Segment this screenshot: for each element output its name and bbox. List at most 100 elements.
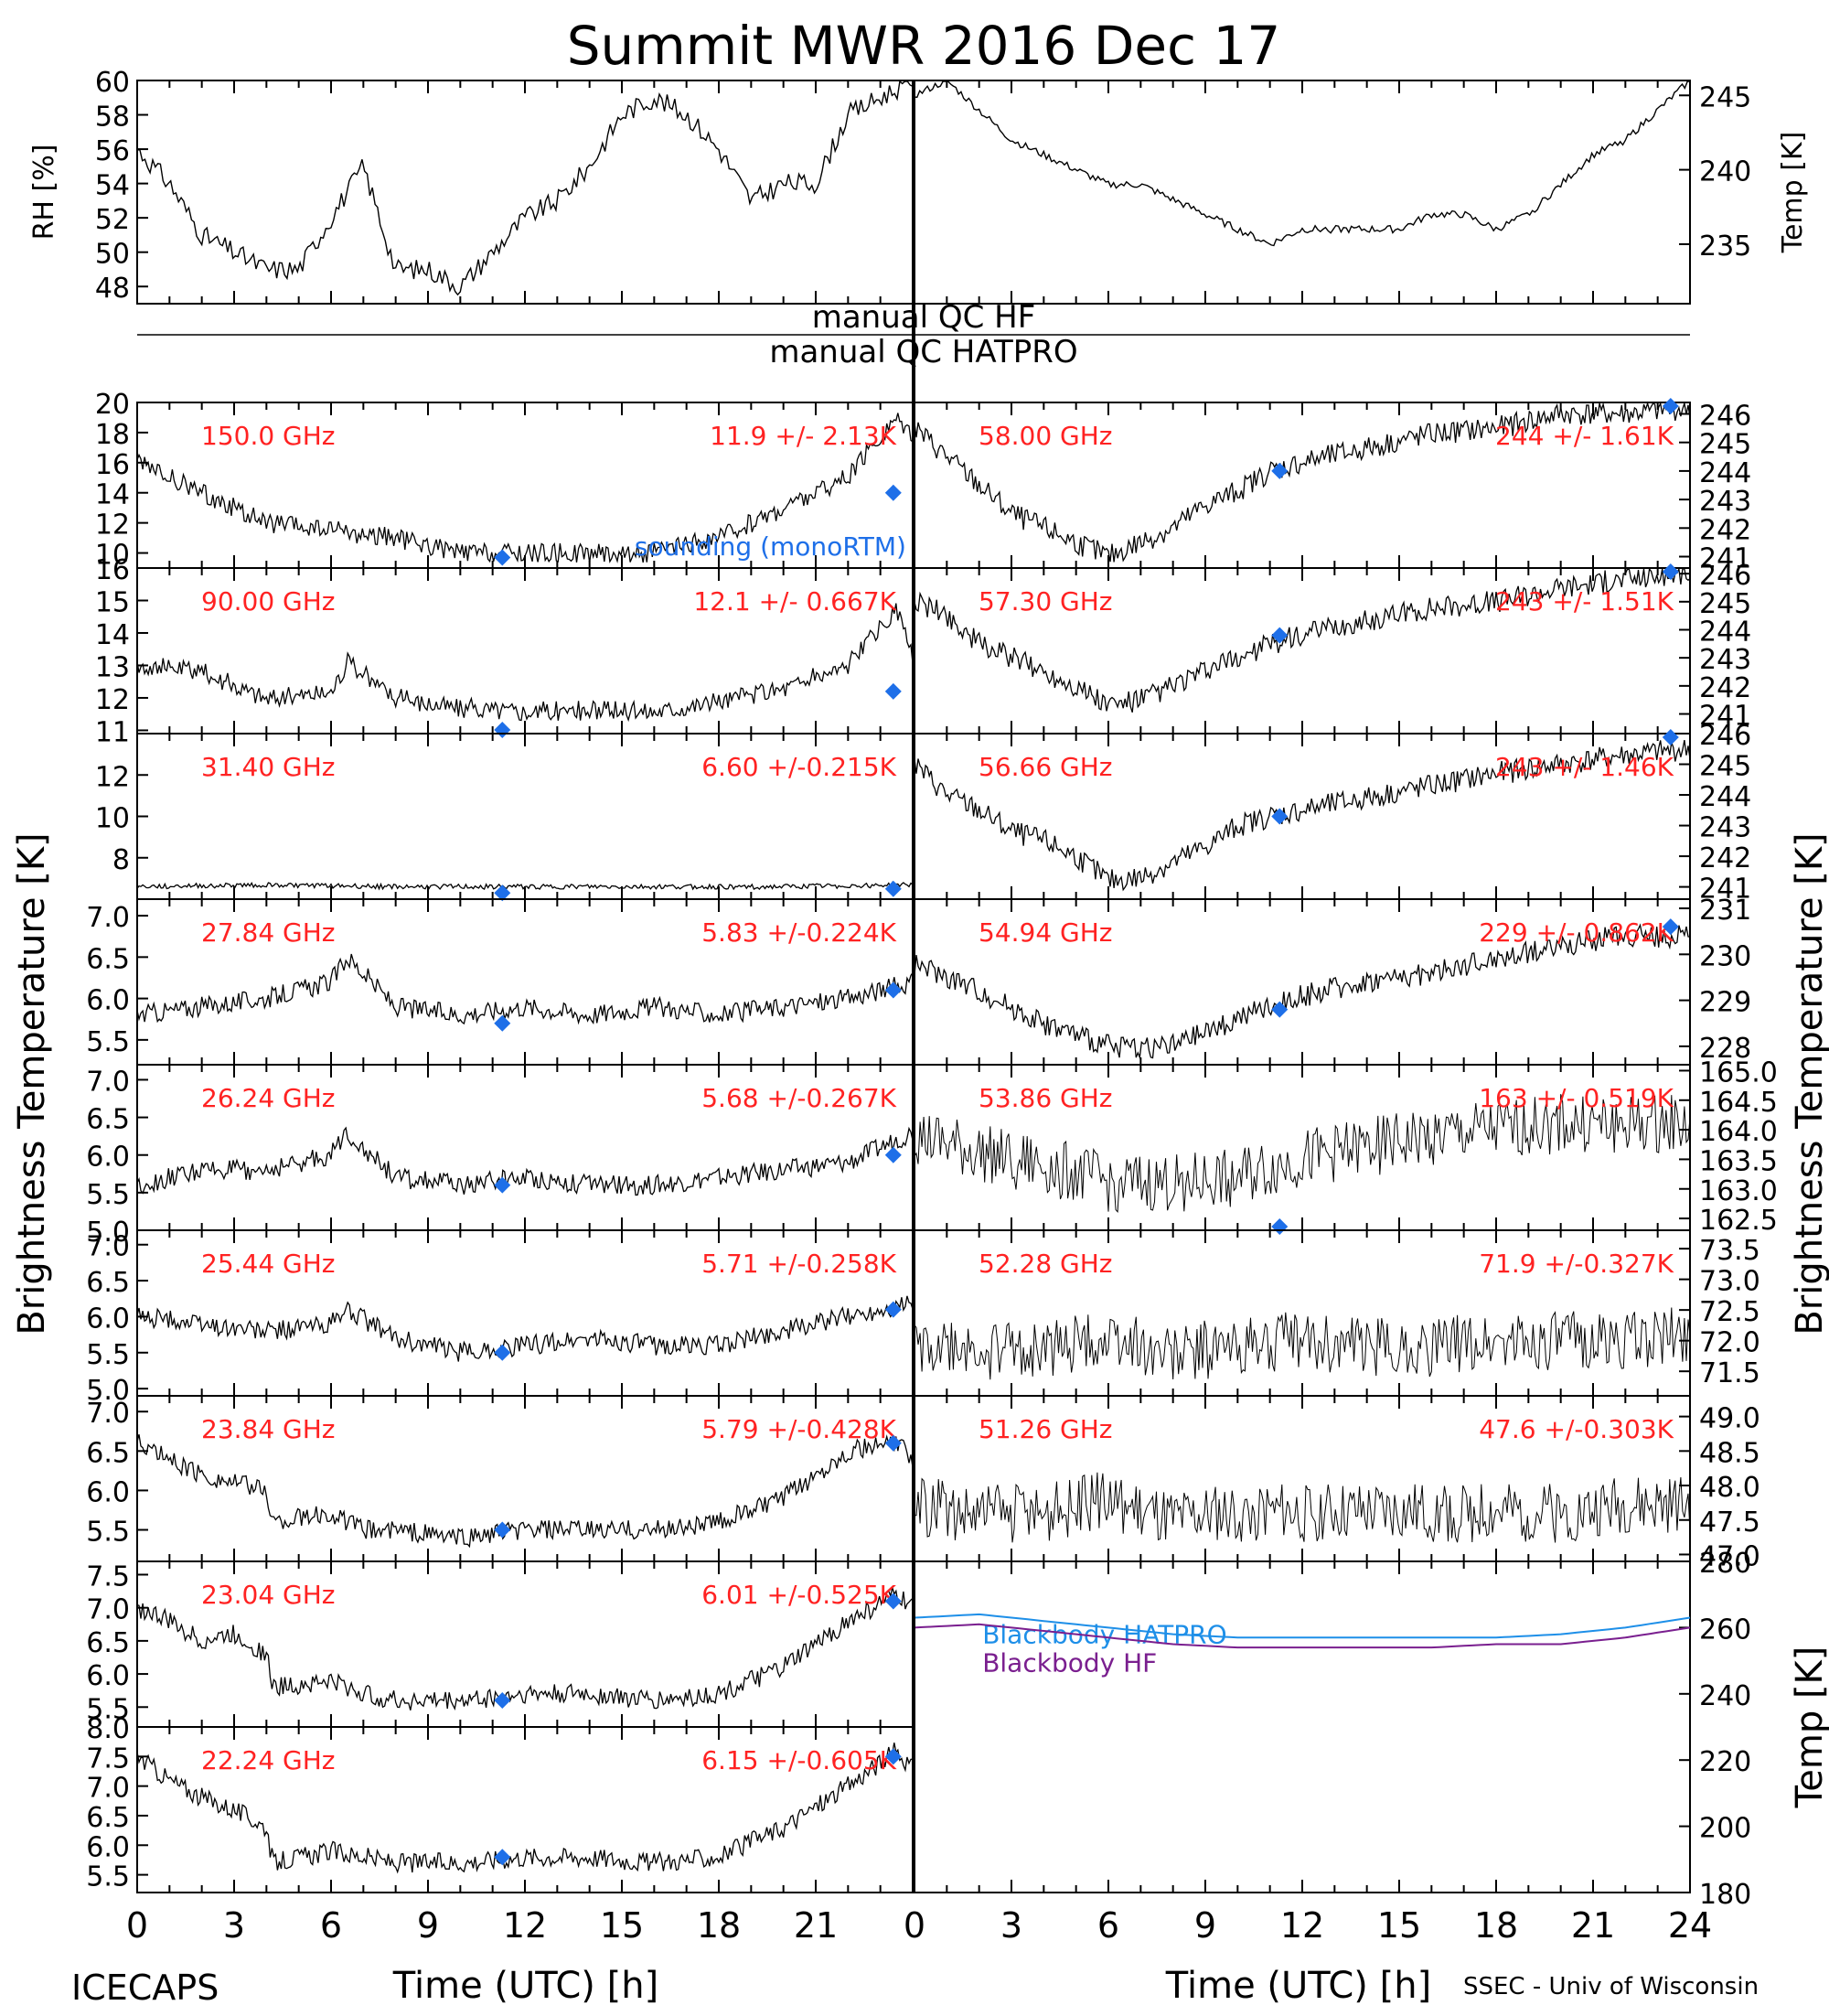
y-tick-label-tb23_8: 6.0 xyxy=(86,1476,130,1508)
y-tick-label-tb58: 246 xyxy=(1699,400,1751,432)
frequency-label-tb90: 90.00 GHz xyxy=(201,586,336,617)
y-tick-label-tb31: 12 xyxy=(95,761,130,793)
frequency-label-tb56: 56.66 GHz xyxy=(979,752,1113,782)
y-tick-label-tb150: 18 xyxy=(95,419,130,451)
y-tick-label-rh: 52 xyxy=(95,204,130,236)
sounding-marker-tb57_3 xyxy=(1662,563,1679,580)
y-tick-label-rh: 50 xyxy=(95,239,130,271)
panel-frame-rh xyxy=(136,80,914,305)
sounding-marker-tb23_8 xyxy=(884,1434,902,1452)
sounding-marker-tb150 xyxy=(494,549,511,566)
y-tick-label-tb27: 6.0 xyxy=(86,985,130,1017)
y-tick-label-tb54: 230 xyxy=(1699,940,1751,972)
series-line-blackbody-1 xyxy=(914,1623,1691,1649)
series-line-tb23_8 xyxy=(136,1434,914,1549)
stats-label-tb25: 5.71 +/-0.258K xyxy=(701,1249,896,1279)
y-tick-label-tb52: 72.0 xyxy=(1699,1327,1760,1359)
y-tick-label-tb58: 243 xyxy=(1699,486,1751,518)
series-line-tb56 xyxy=(914,739,1691,892)
y-tick-label-tb53: 163.5 xyxy=(1699,1145,1778,1177)
y-tick-label-tb23_0: 6.5 xyxy=(86,1627,130,1659)
y-tick-label-tb54: 231 xyxy=(1699,895,1751,927)
panel-frame-blackbody xyxy=(914,1560,1691,1893)
y-tick-label-blackbody: 180 xyxy=(1699,1879,1751,1911)
sounding-marker-tb25 xyxy=(494,1344,511,1361)
frequency-label-tb150: 150.0 GHz xyxy=(201,421,336,451)
y-tick-label-tb54: 228 xyxy=(1699,1033,1751,1065)
frequency-label-tb52: 52.28 GHz xyxy=(979,1249,1113,1279)
y-tick-label-tb58: 245 xyxy=(1699,429,1751,461)
sounding-marker-tb150 xyxy=(884,484,902,501)
footer-left: ICECAPS xyxy=(71,1968,219,2008)
y-tick-label-blackbody: 240 xyxy=(1699,1680,1751,1712)
frequency-label-tb25: 25.44 GHz xyxy=(201,1249,336,1279)
y-tick-label-tb51: 49.0 xyxy=(1699,1403,1760,1435)
y-tick-label-tb150: 14 xyxy=(95,479,130,511)
sounding-marker-tb56 xyxy=(1662,729,1679,745)
y-tick-label-tb25: 6.5 xyxy=(86,1267,130,1299)
y-tick-label-tb150: 12 xyxy=(95,509,130,542)
y-tick-label-tb52: 73.5 xyxy=(1699,1235,1760,1267)
x-tick-label: 21 xyxy=(1571,1905,1615,1946)
chart-title: Summit MWR 2016 Dec 17 xyxy=(567,15,1281,77)
y-tick-label-tb25: 7.0 xyxy=(86,1231,130,1263)
series-line-tb150 xyxy=(136,413,914,563)
y-tick-label-tb52: 71.5 xyxy=(1699,1357,1760,1389)
frequency-label-tb53: 53.86 GHz xyxy=(979,1083,1113,1113)
y-tick-label-blackbody: 280 xyxy=(1699,1548,1751,1580)
y-axis-label-temp: Temp [K] xyxy=(1777,132,1809,254)
y-tick-label-tb58: 242 xyxy=(1699,514,1751,546)
frequency-label-tb23_0: 23.04 GHz xyxy=(201,1580,336,1610)
frequency-label-tb58: 58.00 GHz xyxy=(979,421,1113,451)
y-tick-label-rh: 56 xyxy=(95,135,130,167)
y-tick-label-tb22: 7.5 xyxy=(86,1743,130,1775)
frequency-label-tb51: 51.26 GHz xyxy=(979,1414,1113,1444)
y-tick-label-tb150: 10 xyxy=(95,540,130,572)
qc-hf-label: manual QC HF xyxy=(812,299,1036,336)
y-tick-label-tb51: 47.0 xyxy=(1699,1540,1760,1572)
frequency-label-tb27: 27.84 GHz xyxy=(201,917,336,948)
sounding-marker-tb53 xyxy=(1271,1218,1289,1235)
y-tick-label-tb25: 5.5 xyxy=(86,1339,130,1371)
frequency-label-tb54: 54.94 GHz xyxy=(979,917,1113,948)
frequency-label-tb22: 22.24 GHz xyxy=(201,1745,336,1775)
y-tick-label-tb90: 12 xyxy=(95,684,130,716)
sounding-marker-tb26 xyxy=(494,1176,511,1194)
y-tick-label-tb27: 7.0 xyxy=(86,902,130,934)
y-tick-label-rh: 54 xyxy=(95,170,130,202)
sounding-marker-tb31 xyxy=(494,885,511,902)
y-tick-label-tb57_3: 246 xyxy=(1699,560,1751,592)
y-tick-label-rh: 48 xyxy=(95,273,130,305)
y-tick-label-blackbody: 220 xyxy=(1699,1746,1751,1778)
x-tick-label: 0 xyxy=(126,1905,148,1946)
stats-label-tb31: 6.60 +/-0.215K xyxy=(701,752,896,782)
sounding-marker-tb57_3 xyxy=(1271,627,1289,644)
y-tick-label-tb90: 11 xyxy=(95,716,130,748)
y-tick-label-tb57_3: 243 xyxy=(1699,644,1751,676)
stats-label-tb58: 244 +/- 1.61K xyxy=(1495,421,1674,451)
y-tick-label-blackbody: 200 xyxy=(1699,1813,1751,1845)
x-tick-label: 3 xyxy=(223,1905,245,1946)
x-tick-label: 3 xyxy=(1000,1905,1022,1946)
stats-label-tb51: 47.6 +/-0.303K xyxy=(1479,1414,1674,1444)
y-axis-label-rh: RH [%] xyxy=(28,145,60,241)
stats-label-tb23_0: 6.01 +/-0.525K xyxy=(701,1580,896,1610)
stats-label-tb90: 12.1 +/- 0.667K xyxy=(693,586,896,617)
stats-label-tb27: 5.83 +/-0.224K xyxy=(701,917,896,948)
y-tick-label-tb56: 242 xyxy=(1699,842,1751,874)
sounding-marker-tb23_8 xyxy=(494,1521,511,1539)
series-line-tb26 xyxy=(136,1126,914,1196)
stats-label-tb54: 229 +/- 0.862K xyxy=(1479,917,1674,948)
y-tick-label-tb52: 73.0 xyxy=(1699,1266,1760,1298)
y-tick-label-tb57_3: 245 xyxy=(1699,588,1751,620)
y-axis-label-blackbody: Temp [K] xyxy=(1789,1646,1829,1809)
frequency-label-tb23_8: 23.84 GHz xyxy=(201,1414,336,1444)
y-tick-label-blackbody: 260 xyxy=(1699,1614,1751,1646)
y-tick-label-tb23_0: 6.0 xyxy=(86,1660,130,1692)
stats-label-tb22: 6.15 +/-0.605K xyxy=(701,1745,896,1775)
footer-right: SSEC - Univ of Wisconsin xyxy=(1463,1973,1759,2000)
y-tick-label-tb57_3: 244 xyxy=(1699,616,1751,648)
y-tick-label-tb23_8: 6.5 xyxy=(86,1437,130,1469)
y-tick-label-tb57_3: 241 xyxy=(1699,701,1751,733)
